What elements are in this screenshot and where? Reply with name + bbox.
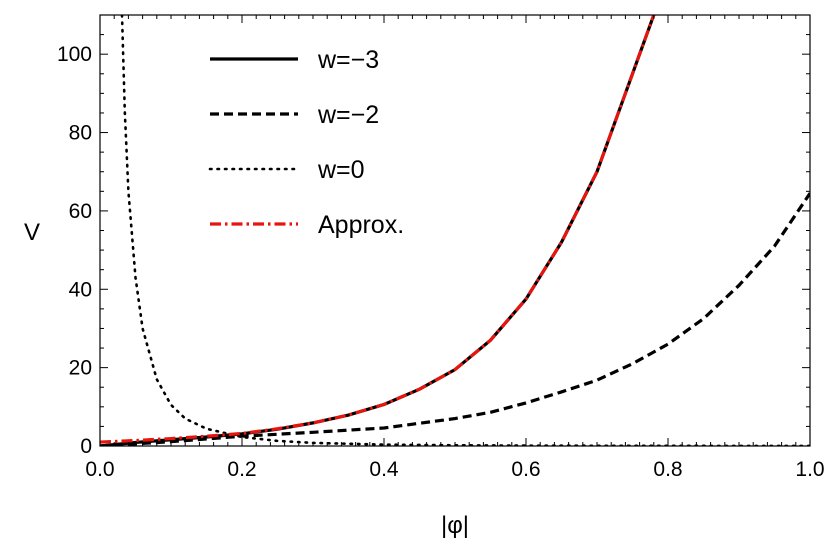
ticks-layer: [99, 14, 811, 447]
legend-label-0: w=−3: [317, 46, 379, 74]
x-tick-label: 0.2: [227, 458, 256, 481]
curves-layer: [100, 15, 810, 446]
y-tick-label: 60: [69, 200, 92, 223]
series-line-3: [100, 15, 656, 444]
legend: w=−3 w=−2 w=0 Approx.: [208, 46, 404, 239]
y-tick-label: 40: [69, 278, 92, 301]
y-tick-label: 0: [80, 435, 92, 458]
x-tick-label: 0.6: [511, 458, 540, 481]
y-axis-label: V: [24, 219, 40, 246]
tick-labels-layer: 0.0 0.2 0.4 0.6 0.8 1.0 0 20 40 60 80 100: [57, 43, 825, 481]
x-tick-label: 0.8: [653, 458, 682, 481]
x-tick-label: 1.0: [795, 458, 824, 481]
series-line-1: [100, 192, 810, 446]
plot-frame: [99, 14, 811, 447]
series-line-2: [120, 15, 810, 446]
x-tick-label: 0.0: [85, 458, 114, 481]
legend-label-3: Approx.: [318, 211, 404, 239]
x-tick-label: 0.4: [369, 458, 399, 481]
legend-label-1: w=−2: [317, 101, 379, 129]
y-tick-label: 80: [69, 122, 92, 145]
x-axis-label: |φ|: [441, 512, 469, 539]
y-tick-label: 20: [69, 357, 92, 380]
legend-label-2: w=0: [317, 156, 365, 184]
y-tick-label: 100: [57, 43, 92, 66]
